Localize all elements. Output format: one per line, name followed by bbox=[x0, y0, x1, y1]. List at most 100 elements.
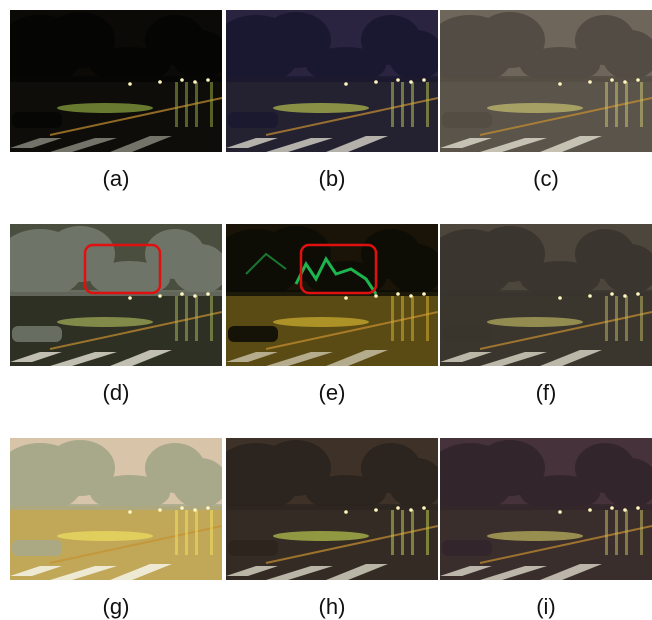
light-streak bbox=[57, 103, 153, 113]
street-light bbox=[396, 506, 400, 510]
street-light bbox=[588, 80, 592, 84]
panel-image bbox=[440, 438, 652, 580]
street-light bbox=[610, 78, 614, 82]
panel-image bbox=[226, 10, 438, 152]
street-light bbox=[206, 506, 210, 510]
street-light bbox=[158, 508, 162, 512]
reflection bbox=[210, 510, 213, 555]
reflection bbox=[615, 510, 618, 555]
reflection bbox=[625, 510, 628, 555]
light-streak bbox=[273, 531, 369, 541]
street-light bbox=[374, 508, 378, 512]
street-light bbox=[422, 506, 426, 510]
street-light bbox=[193, 508, 197, 512]
car bbox=[228, 326, 278, 342]
street-light bbox=[558, 510, 562, 514]
reflection bbox=[185, 296, 188, 341]
panel-image bbox=[10, 10, 222, 152]
reflection bbox=[195, 510, 198, 555]
reflection bbox=[605, 82, 608, 127]
reflection bbox=[426, 510, 429, 555]
reflection bbox=[605, 296, 608, 341]
light-streak bbox=[487, 531, 583, 541]
panel-image bbox=[440, 224, 652, 366]
light-streak bbox=[57, 317, 153, 327]
reflection bbox=[625, 296, 628, 341]
street-light bbox=[206, 78, 210, 82]
street-light bbox=[344, 82, 348, 86]
street-light bbox=[558, 296, 562, 300]
street-light bbox=[636, 78, 640, 82]
reflection bbox=[185, 82, 188, 127]
panel-caption: (i) bbox=[440, 594, 652, 620]
street-light bbox=[623, 508, 627, 512]
street-light bbox=[128, 510, 132, 514]
car bbox=[12, 326, 62, 342]
street-light bbox=[623, 294, 627, 298]
street-light bbox=[158, 80, 162, 84]
street-light bbox=[158, 294, 162, 298]
car bbox=[442, 112, 492, 128]
light-streak bbox=[487, 317, 583, 327]
street-light bbox=[374, 80, 378, 84]
horizon bbox=[440, 290, 652, 296]
car bbox=[228, 540, 278, 556]
horizon bbox=[440, 504, 652, 510]
reflection bbox=[195, 82, 198, 127]
street-light bbox=[193, 294, 197, 298]
reflection bbox=[210, 296, 213, 341]
reflection bbox=[605, 510, 608, 555]
street-light bbox=[422, 78, 426, 82]
street-light bbox=[409, 294, 413, 298]
reflection bbox=[401, 510, 404, 555]
street-light bbox=[610, 292, 614, 296]
light-streak bbox=[273, 103, 369, 113]
street-light bbox=[128, 82, 132, 86]
panel-caption: (d) bbox=[10, 380, 222, 406]
street-light bbox=[206, 292, 210, 296]
reflection bbox=[175, 82, 178, 127]
reflection bbox=[615, 296, 618, 341]
street-light bbox=[344, 510, 348, 514]
horizon bbox=[226, 504, 438, 510]
reflection bbox=[401, 82, 404, 127]
reflection bbox=[615, 82, 618, 127]
reflection bbox=[625, 82, 628, 127]
light-streak bbox=[273, 317, 369, 327]
horizon bbox=[10, 76, 222, 82]
reflection bbox=[391, 82, 394, 127]
horizon bbox=[440, 76, 652, 82]
reflection bbox=[210, 82, 213, 127]
street-light bbox=[193, 80, 197, 84]
car bbox=[12, 540, 62, 556]
panel-caption: (h) bbox=[226, 594, 438, 620]
street-light bbox=[180, 506, 184, 510]
reflection bbox=[391, 296, 394, 341]
reflection bbox=[391, 510, 394, 555]
car bbox=[12, 112, 62, 128]
panel-caption: (g) bbox=[10, 594, 222, 620]
panel-image bbox=[226, 438, 438, 580]
horizon bbox=[226, 76, 438, 82]
reflection bbox=[426, 82, 429, 127]
panel-caption: (c) bbox=[440, 166, 652, 192]
street-light bbox=[588, 294, 592, 298]
reflection bbox=[195, 296, 198, 341]
car bbox=[228, 112, 278, 128]
car bbox=[442, 326, 492, 342]
reflection bbox=[640, 510, 643, 555]
reflection bbox=[411, 296, 414, 341]
street-light bbox=[558, 82, 562, 86]
horizon bbox=[10, 504, 222, 510]
reflection bbox=[175, 296, 178, 341]
reflection bbox=[401, 296, 404, 341]
street-light bbox=[396, 78, 400, 82]
panel-caption: (e) bbox=[226, 380, 438, 406]
reflection bbox=[175, 510, 178, 555]
panel-image bbox=[10, 438, 222, 580]
street-light bbox=[636, 292, 640, 296]
reflection bbox=[185, 510, 188, 555]
street-light bbox=[409, 80, 413, 84]
panel-caption: (a) bbox=[10, 166, 222, 192]
street-light bbox=[128, 296, 132, 300]
